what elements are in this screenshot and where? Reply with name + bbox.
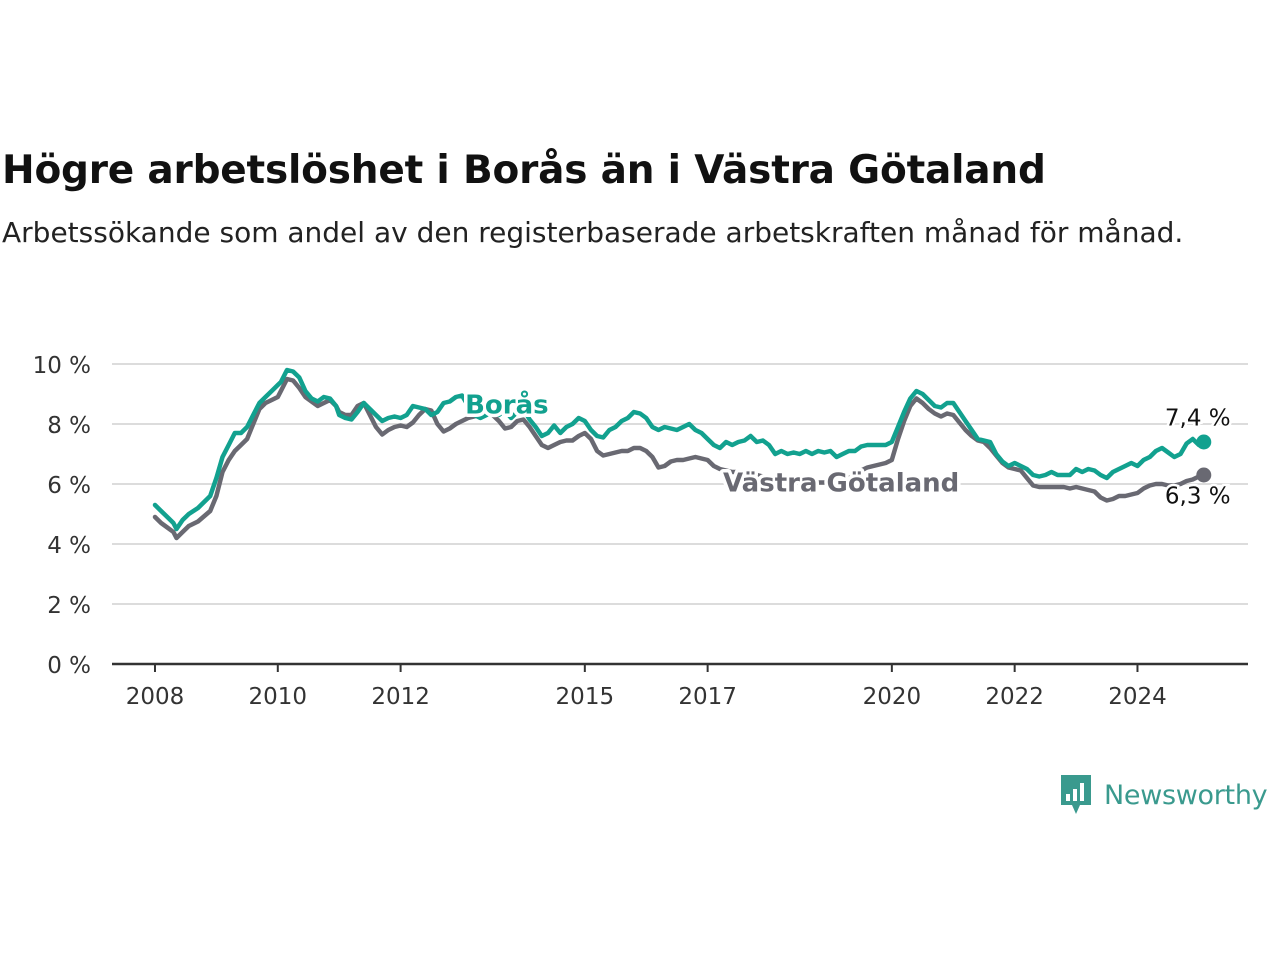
newsworthy-logo: Newsworthy: [1058, 772, 1268, 818]
y-tick-label: 10 %: [33, 353, 91, 379]
x-tick-label: 2024: [1108, 684, 1167, 710]
end-value-label: 7,4 %: [1165, 406, 1231, 432]
y-tick-label: 2 %: [47, 593, 91, 619]
series-label: Borås: [465, 389, 549, 421]
y-tick-label: 8 %: [47, 413, 91, 439]
y-tick-label: 6 %: [47, 473, 91, 499]
x-tick-label: 2017: [678, 684, 737, 710]
bar-chart-speech-bubble-icon: [1061, 775, 1091, 814]
chart-title: Högre arbetslöshet i Borås än i Västra G…: [2, 148, 1046, 193]
x-tick-label: 2022: [985, 684, 1044, 710]
logo-text: Newsworthy: [1104, 779, 1268, 811]
x-tick-label: 2008: [126, 684, 185, 710]
x-tick-label: 2020: [863, 684, 922, 710]
end-value-label: 6,3 %: [1165, 484, 1231, 510]
series-end-point: [1196, 434, 1212, 450]
series-label: Västra Götaland: [723, 469, 959, 499]
x-tick-label: 2010: [249, 684, 308, 710]
grid-layer: 0 % 2 % 4 % 6 % 8 % 10 % 2008 2010 2012 2015 2017 2…: [33, 353, 1248, 710]
series-line-boras: [152, 367, 1207, 532]
line-chart: 0 % 2 % 4 % 6 % 8 % 10 % 2008 2010 2012 2015 2017 2…: [33, 353, 1248, 710]
series-line-vastra-gotaland: [152, 376, 1207, 541]
x-tick-label: 2012: [371, 684, 430, 710]
x-tick-label: 2015: [556, 684, 615, 710]
label-layer: Borås Västra Götaland 7,4 % 6,3 %: [462, 385, 1234, 512]
chart-subtitle: Arbetssökande som andel av den registerb…: [2, 216, 1184, 249]
series-end-point: [1196, 467, 1212, 483]
y-tick-label: 4 %: [47, 533, 91, 559]
y-tick-label: 0 %: [47, 653, 91, 679]
series-layer: [152, 367, 1212, 541]
